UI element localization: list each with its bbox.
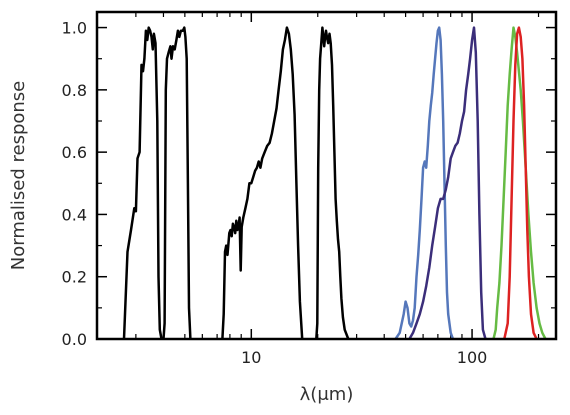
y-tick-label: 0.4: [62, 205, 87, 224]
x-axis-label: λ(μm): [300, 384, 354, 405]
y-tick-label: 0.0: [62, 330, 87, 349]
series-line-5: [394, 26, 455, 340]
y-axis-label: Normalised response: [8, 81, 29, 270]
y-tick-label: 0.6: [62, 143, 87, 162]
series-line-4: [315, 26, 350, 340]
y-tick-label: 0.8: [62, 81, 87, 100]
y-tick-label: 1.0: [62, 19, 87, 38]
series-line-3: [221, 26, 304, 340]
y-tick-label: 0.2: [62, 268, 87, 287]
series-line-8: [503, 26, 538, 340]
x-tick-label: 100: [457, 348, 488, 367]
plot-frame: [95, 10, 558, 341]
series-line-2: [162, 26, 192, 340]
series-line-6: [408, 26, 487, 340]
series-line-7: [492, 26, 547, 340]
series-line-1: [122, 26, 163, 340]
axes: 0.0 0.2 0.4 0.6 0.8 1.0 10 100: [62, 12, 556, 367]
x-tick-label: 10: [241, 348, 261, 367]
series-group: [122, 26, 547, 340]
